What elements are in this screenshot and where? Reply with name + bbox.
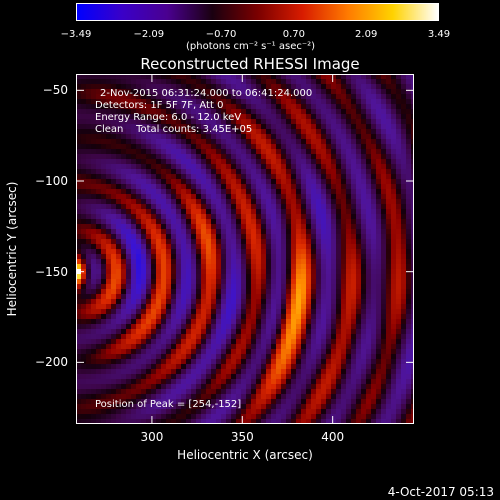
colorbar-tick-label: 2.09 (355, 29, 378, 40)
x-tick-label: 300 (140, 430, 164, 444)
colorbar-tick-label: −2.09 (133, 29, 165, 40)
colorbar-tick-label: −3.49 (60, 29, 92, 40)
info-detectors: Detectors: 1F 5F 7F, Att 0 (95, 100, 224, 111)
y-axis-label: Heliocentric Y (arcsec) (5, 181, 19, 317)
image-pixels (76, 74, 414, 424)
colorbar-tick-label: 0.70 (282, 29, 306, 40)
colorbar-tick-label: −0.70 (205, 29, 237, 40)
generation-timestamp: 4-Oct-2017 05:13 (387, 485, 494, 499)
colorbar (76, 3, 439, 21)
plot-title: Reconstructed RHESSI Image (140, 55, 360, 73)
x-tick-label: 400 (321, 430, 345, 444)
rhessi-image (76, 74, 414, 424)
info-energy-range: Energy Range: 6.0 - 12.0 keV (95, 112, 242, 123)
y-tick-label: −100 (35, 173, 68, 188)
x-axis-label: Heliocentric X (arcsec) (177, 448, 313, 462)
axis-tick-marks (76, 74, 414, 424)
info-clean-counts: Clean Total counts: 3.45E+05 (95, 124, 253, 135)
x-tick-label: 350 (230, 430, 254, 444)
y-tick-label: −200 (35, 355, 68, 370)
info-time-range: 2-Nov-2015 06:31:24.000 to 06:41:24.000 (100, 88, 313, 99)
peak-position-label: Position of Peak = [254,-152] (95, 399, 242, 410)
y-tick-label: −150 (35, 264, 68, 279)
y-tick-label: −50 (42, 83, 68, 98)
colorbar-tick-label: 3.49 (427, 29, 451, 40)
colorbar-units: (photons cm⁻² s⁻¹ asec⁻²) (186, 41, 316, 52)
